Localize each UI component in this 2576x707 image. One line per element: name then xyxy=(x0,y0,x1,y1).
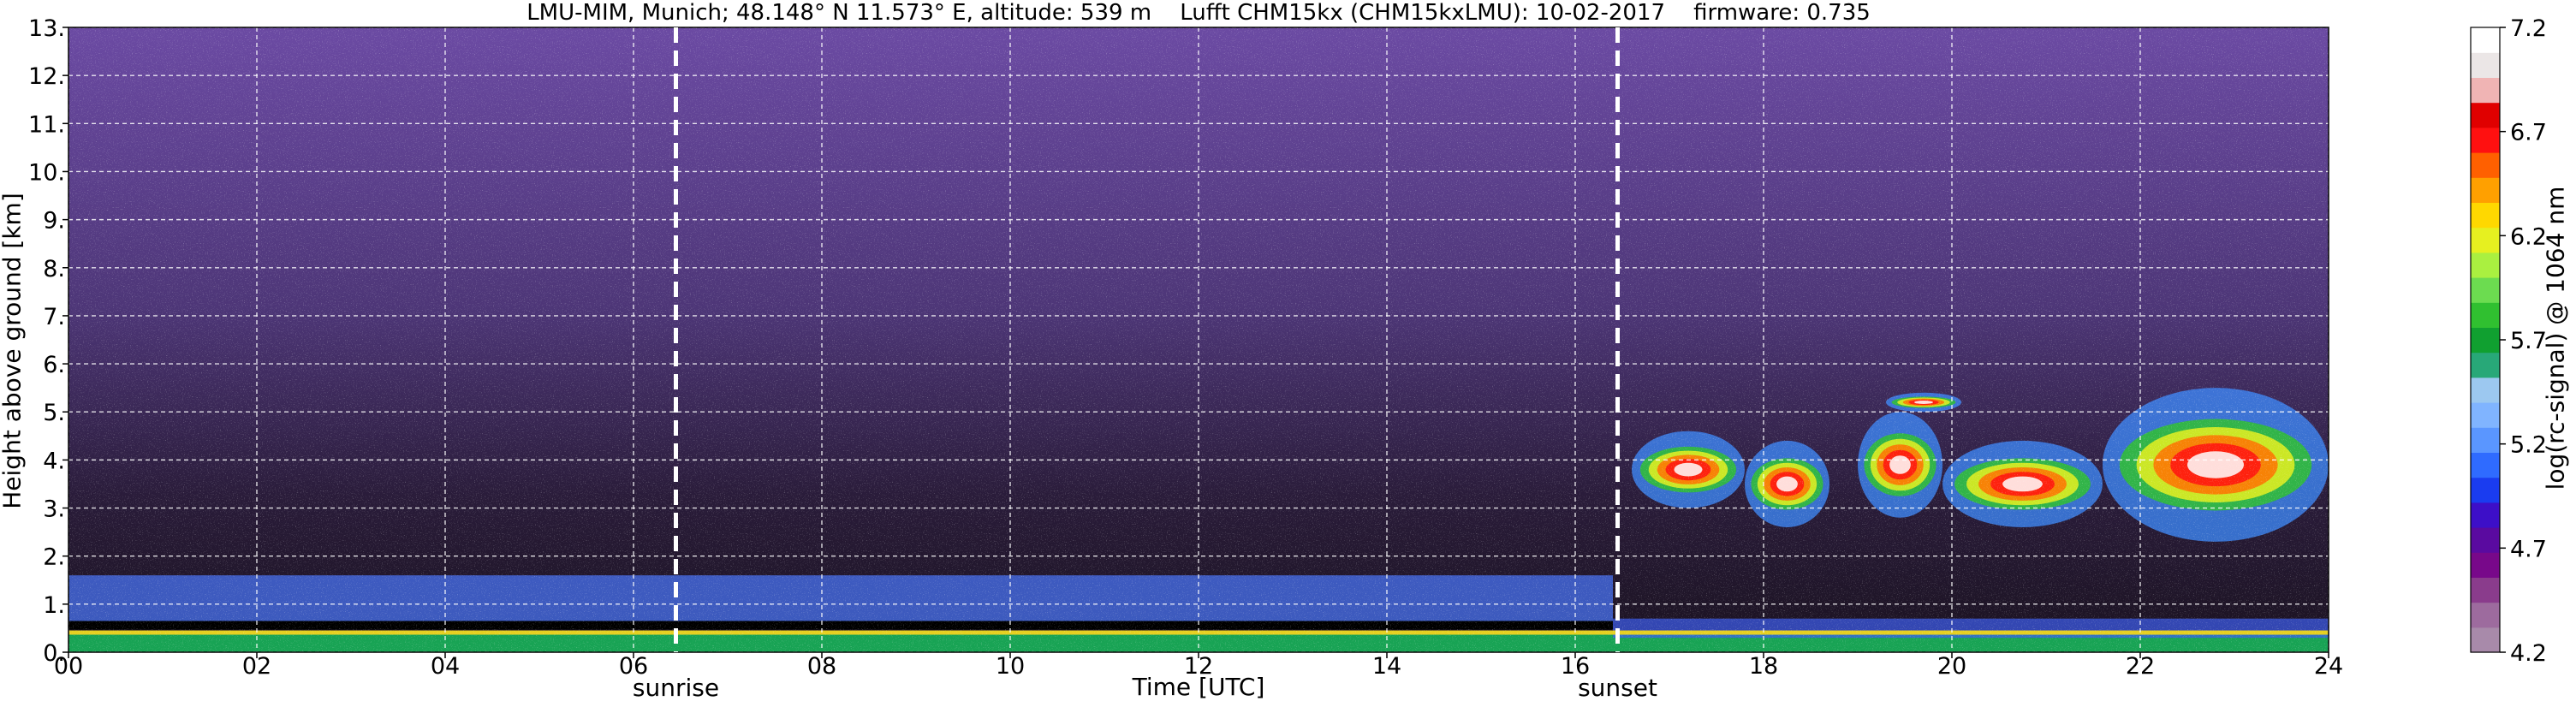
x-tick-label: 20 xyxy=(1937,653,1966,680)
y-tick-label: 4. xyxy=(43,448,65,474)
colorbar-segment xyxy=(2471,452,2500,478)
colorbar-tick-label: 4.7 xyxy=(2510,536,2547,562)
colorbar-segment xyxy=(2471,127,2500,153)
x-tick-label: 00 xyxy=(54,653,83,680)
y-tick-label: 10. xyxy=(28,159,65,186)
colorbar-segment xyxy=(2471,477,2500,503)
colorbar-segment xyxy=(2471,227,2500,253)
colorbar-segment xyxy=(2471,627,2500,653)
colorbar-segment xyxy=(2471,77,2500,104)
x-tick-label: 12 xyxy=(1184,653,1213,680)
x-tick-label: 18 xyxy=(1749,653,1778,680)
colorbar-segment xyxy=(2471,427,2500,453)
chart-title: LMU-MIM, Munich; 48.148° N 11.573° E, al… xyxy=(527,0,1871,26)
y-tick-label: 0. xyxy=(43,640,65,667)
colorbar-segment xyxy=(2471,352,2500,378)
x-tick-label: 22 xyxy=(2126,653,2155,680)
colorbar-tick-label: 4.2 xyxy=(2510,640,2547,667)
x-tick-label: 24 xyxy=(2314,653,2343,680)
colorbar-segment xyxy=(2471,152,2500,178)
y-tick-label: 1. xyxy=(43,592,65,619)
colorbar-segment xyxy=(2471,302,2500,328)
colorbar-tick-label: 6.2 xyxy=(2510,223,2547,250)
x-tick-label: 08 xyxy=(807,653,836,680)
colorbar-segment xyxy=(2471,277,2500,303)
y-tick-label: 12. xyxy=(28,63,65,90)
y-tick-label: 11. xyxy=(28,111,65,138)
colorbar-segment xyxy=(2471,527,2500,553)
sun-marker-label: sunrise xyxy=(633,674,719,702)
sun-marker-label: sunset xyxy=(1578,674,1657,702)
colorbar-segment xyxy=(2471,577,2500,603)
colorbar: 4.2 4.7 5.2 5.7 6.2 6.7 7.2 xyxy=(2470,15,2547,667)
plot-area xyxy=(68,27,2329,652)
y-tick-label: 3. xyxy=(43,496,65,523)
colorbar-segment xyxy=(2471,377,2500,403)
colorbar-segment xyxy=(2471,52,2500,78)
x-tick-label: 16 xyxy=(1561,653,1590,680)
colorbar-segment xyxy=(2471,402,2500,428)
y-tick-label: 8. xyxy=(43,256,65,282)
y-tick-label: 13. xyxy=(28,15,65,42)
colorbar-tick-label: 5.7 xyxy=(2510,328,2547,354)
x-tick-label: 06 xyxy=(619,653,648,680)
colorbar-segment xyxy=(2471,502,2500,528)
colorbar-tick-label: 6.7 xyxy=(2510,120,2547,146)
colorbar-segment xyxy=(2471,552,2500,578)
colorbar-segment xyxy=(2471,27,2500,53)
x-tick-label: 14 xyxy=(1372,653,1401,680)
y-tick-label: 7. xyxy=(43,304,65,330)
y-tick-label: 5. xyxy=(43,400,65,426)
grid xyxy=(68,27,2329,652)
x-axis-label: Time [UTC] xyxy=(1132,673,1265,701)
colorbar-segment xyxy=(2471,327,2500,354)
x-tick-label: 10 xyxy=(996,653,1025,680)
colorbar-segment xyxy=(2471,252,2500,278)
colorbar-tick-label: 5.2 xyxy=(2510,432,2547,459)
y-tick-label: 9. xyxy=(43,208,65,235)
sun-markers: sunrise sunset xyxy=(633,27,1657,702)
y-tick-label: 2. xyxy=(43,544,65,571)
x-tick-label: 02 xyxy=(242,653,271,680)
axis-ticks: 00 02 04 06 08 10 12 14 16 18 20 22 24 0. 1. 2. 3. 4. 5. 6.… xyxy=(28,15,2343,680)
colorbar-segment xyxy=(2471,102,2500,128)
x-tick-label: 04 xyxy=(431,653,460,680)
colorbar-segment xyxy=(2471,177,2500,203)
colorbar-segment xyxy=(2471,602,2500,628)
colorbar-segment xyxy=(2471,202,2500,229)
y-tick-label: 6. xyxy=(43,352,65,378)
colorbar-tick-label: 7.2 xyxy=(2510,15,2547,42)
